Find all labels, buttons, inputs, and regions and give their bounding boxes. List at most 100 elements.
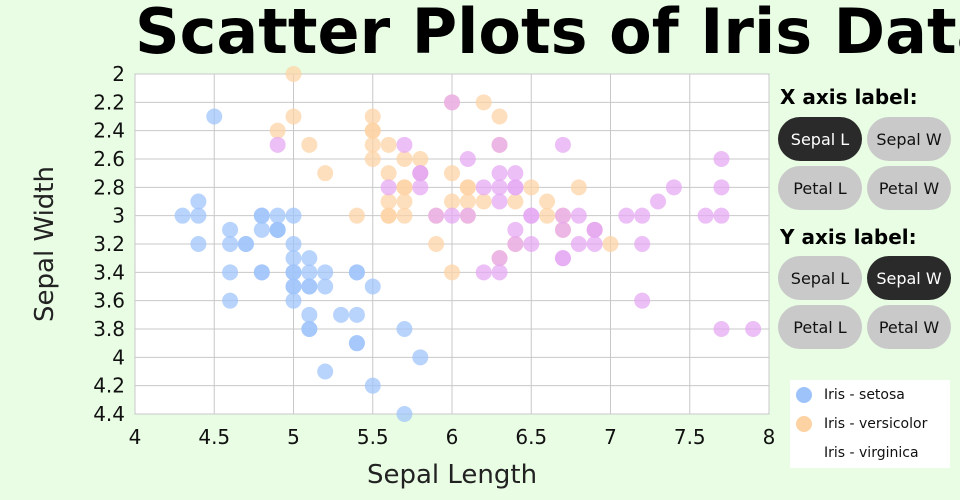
virginica-point (507, 179, 524, 196)
virginica-point (523, 236, 540, 252)
legend: Iris - setosa Iris - versicolor Iris - v… (790, 380, 950, 468)
y-tick-label: 4 (112, 345, 125, 369)
virginica-point (444, 94, 460, 111)
versicolor-point (380, 165, 397, 182)
versicolor-point (459, 193, 476, 210)
versicolor-point (428, 236, 445, 252)
x-button-sepal-length[interactable]: Sepal L (778, 117, 862, 161)
virginica-point (491, 250, 508, 267)
setosa-point (253, 207, 270, 224)
virginica-point (586, 236, 603, 252)
setosa-point (396, 406, 413, 422)
versicolor-point (444, 264, 460, 281)
setosa-point (206, 108, 223, 125)
versicolor-point (507, 193, 524, 210)
x-tick-label: 7.5 (674, 425, 706, 449)
setosa-point (317, 278, 334, 295)
y-button-sepal-length[interactable]: Sepal L (778, 256, 862, 300)
setosa-point (285, 236, 302, 252)
virginica-point (570, 207, 587, 224)
setosa-point (190, 236, 207, 252)
virginica-point (586, 221, 603, 238)
setosa-point (348, 306, 365, 323)
y-axis-selector-label: Y axis label: (780, 225, 917, 249)
x-button-petal-length[interactable]: Petal L (778, 166, 862, 210)
versicolor-point (475, 193, 492, 210)
versicolor-point (380, 207, 397, 224)
x-tick-label: 6.5 (515, 425, 547, 449)
versicolor-point (364, 151, 381, 167)
x-tick-label: 4 (129, 425, 142, 449)
virginica-point (697, 207, 714, 224)
versicolor-point (396, 207, 413, 224)
y-button-petal-width[interactable]: Petal W (867, 305, 951, 349)
virginica-point (444, 207, 460, 224)
setosa-point (285, 278, 302, 295)
virginica-point (428, 207, 445, 224)
setosa-point (333, 306, 350, 323)
virginica-point (618, 207, 635, 224)
virginica-point (475, 179, 492, 196)
virginica-point (507, 221, 524, 238)
setosa-point (301, 264, 318, 281)
y-tick-label: 4.2 (93, 374, 125, 398)
setosa-point (190, 193, 207, 210)
virginica-point (491, 264, 508, 281)
virginica-point (713, 207, 730, 224)
versicolor-point (380, 193, 397, 210)
y-tick-label: 2.8 (93, 175, 125, 199)
x-button-petal-width[interactable]: Petal W (867, 166, 951, 210)
y-axis-title: Sepal Width (30, 166, 60, 322)
setosa-point (285, 250, 302, 267)
versicolor-point (523, 179, 540, 196)
virginica-point (554, 221, 571, 238)
y-tick-label: 3.8 (93, 317, 125, 341)
x-tick-label: 5.5 (357, 425, 389, 449)
setosa-point (412, 349, 429, 366)
setosa-point (396, 321, 413, 337)
versicolor-point (285, 108, 302, 125)
versicolor-point (570, 179, 587, 196)
virginica-point (412, 179, 429, 196)
versicolor-point (491, 108, 508, 125)
data-points (174, 66, 762, 422)
virginica-point (745, 321, 762, 337)
virginica-point (634, 236, 651, 252)
setosa-point (301, 278, 318, 295)
y-tick-label: 3.6 (93, 289, 125, 313)
x-button-sepal-width[interactable]: Sepal W (867, 117, 951, 161)
setosa-point (301, 321, 318, 337)
virginica-point (634, 207, 651, 224)
virginica-point (554, 250, 571, 267)
setosa-point (174, 207, 191, 224)
versicolor-point (396, 193, 413, 210)
y-tick-label: 2.6 (93, 147, 125, 171)
setosa-point (222, 264, 239, 281)
setosa-point (285, 264, 302, 281)
versicolor-point (475, 94, 492, 111)
versicolor-point (444, 193, 460, 210)
setosa-point (222, 236, 239, 252)
y-tick-label: 2.2 (93, 90, 125, 114)
virginica-point (713, 179, 730, 196)
versicolor-point (396, 179, 413, 196)
y-button-sepal-width[interactable]: Sepal W (867, 256, 951, 300)
virginica-point (396, 136, 413, 153)
setosa-point (301, 250, 318, 267)
setosa-point (222, 292, 239, 309)
y-tick-label: 3.2 (93, 232, 125, 256)
versicolor-point (444, 165, 460, 182)
setosa-point (190, 207, 207, 224)
versicolor-point (364, 136, 381, 153)
setosa-point (348, 335, 365, 352)
setosa-point (317, 264, 334, 281)
x-tick-label: 7 (604, 425, 617, 449)
legend-label-versicolor: Iris - versicolor (824, 416, 928, 432)
versicolor-point (459, 179, 476, 196)
versicolor-point (412, 151, 429, 167)
virginica-point (507, 236, 524, 252)
legend-label-virginica: Iris - virginica (824, 445, 919, 461)
y-button-petal-length[interactable]: Petal L (778, 305, 862, 349)
virginica-point (491, 193, 508, 210)
